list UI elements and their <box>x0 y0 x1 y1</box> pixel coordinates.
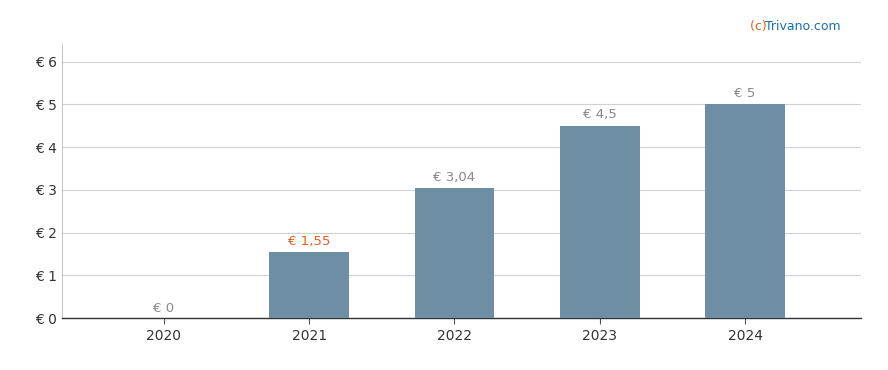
Text: € 3,04: € 3,04 <box>433 171 476 184</box>
Text: (c): (c) <box>750 20 771 33</box>
Text: € 4,5: € 4,5 <box>583 108 616 121</box>
Bar <box>705 104 785 318</box>
Text: € 0: € 0 <box>154 302 174 315</box>
Bar <box>269 252 349 318</box>
Text: Trivano.com: Trivano.com <box>765 20 841 33</box>
Bar <box>559 126 639 318</box>
Text: € 5: € 5 <box>734 87 756 100</box>
Text: € 1,55: € 1,55 <box>288 235 330 248</box>
Bar <box>415 188 495 318</box>
